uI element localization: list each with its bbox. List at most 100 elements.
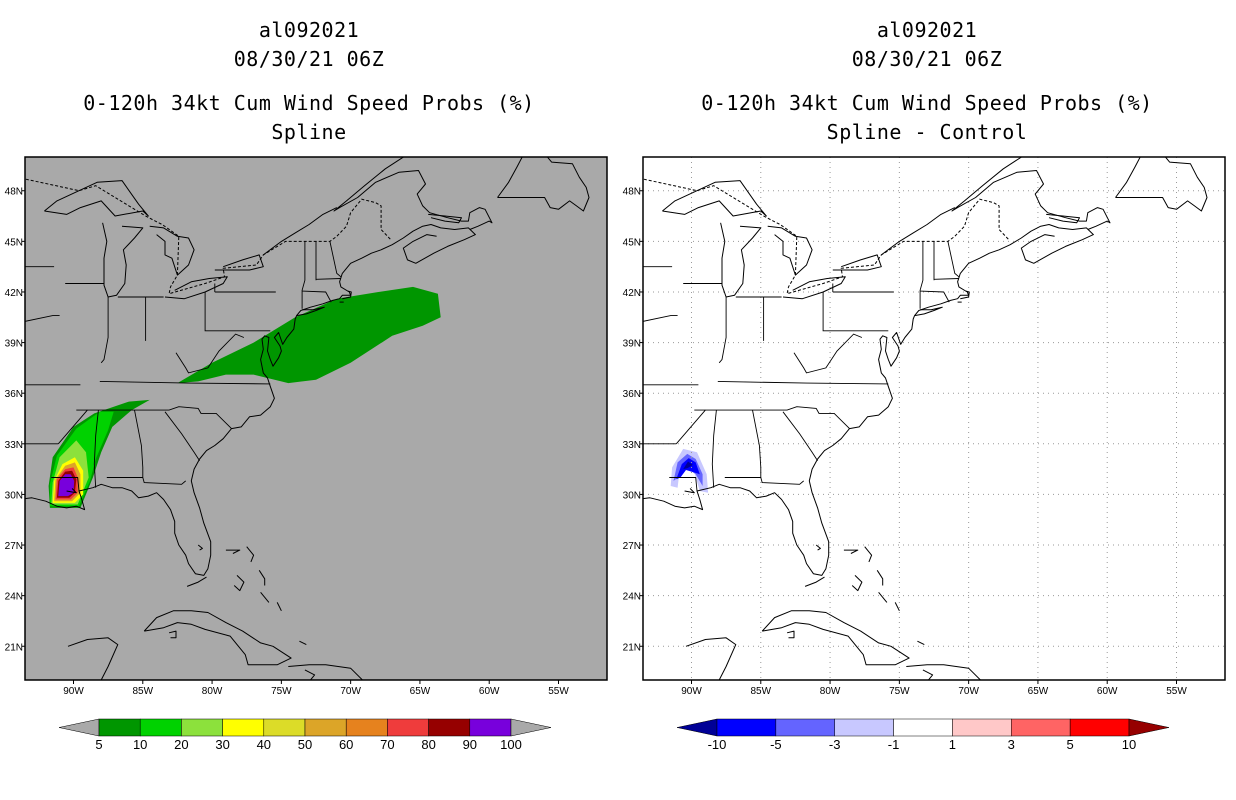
colorbar-swatch xyxy=(139,718,182,737)
coastline-longIslandNY xyxy=(296,306,325,317)
coastline-lakeMichigan xyxy=(102,222,144,298)
chart-subtitle: Spline - Control xyxy=(826,120,1028,144)
colorbar-swatch xyxy=(181,718,223,737)
colorbar-swatch xyxy=(834,718,894,737)
state-boundary xyxy=(301,241,306,309)
colorbar-swatch xyxy=(263,718,306,737)
coastline-gulfAtlanticCoast xyxy=(25,224,476,576)
coastline-grandBahama xyxy=(225,549,241,554)
coastline-yucatan xyxy=(67,637,119,680)
coastline-lakeErie xyxy=(164,276,228,300)
y-tick-label: 42N xyxy=(623,288,641,299)
colorbar-swatch xyxy=(345,718,388,737)
state-boundary xyxy=(711,410,717,488)
coastline-lakeErie xyxy=(782,276,846,300)
state-boundary xyxy=(629,385,639,493)
state-boundary xyxy=(134,410,144,478)
state-boundary xyxy=(770,406,850,429)
colorbar-label: 10 xyxy=(133,737,147,752)
x-tick-label: 65W xyxy=(410,686,431,697)
colorbar-label: 100 xyxy=(500,737,522,752)
coastline-longIsland xyxy=(894,602,900,612)
coastline-newfoundland xyxy=(1115,157,1208,212)
coastline-gulfAtlanticCoast xyxy=(643,224,1094,576)
coastline-cuba xyxy=(143,610,292,666)
y-tick-label: 36N xyxy=(5,389,23,400)
colorbar-label: 20 xyxy=(174,737,188,752)
storm-id: al092021 xyxy=(876,18,978,42)
state-boundary xyxy=(51,477,80,492)
colorbar-swatch xyxy=(98,718,141,737)
border-us-canada xyxy=(643,178,1010,295)
state-boundary xyxy=(793,333,863,374)
colorbar-swatch xyxy=(1069,718,1130,737)
colorbar-label: 50 xyxy=(298,737,312,752)
y-tick-label: 39N xyxy=(623,339,641,350)
coastline-yucatan xyxy=(685,637,737,680)
colorbar-label: -10 xyxy=(708,737,727,752)
colorbar-over-triangle xyxy=(510,718,552,737)
state-boundary xyxy=(152,406,232,429)
coastline-lakeMichigan xyxy=(720,222,762,298)
coastline-hispaniola xyxy=(906,664,982,680)
colorbar-swatch xyxy=(428,718,471,737)
colorbar-label: 60 xyxy=(339,737,353,752)
map-content xyxy=(11,157,590,680)
coastline-newfoundland xyxy=(497,157,590,212)
state-boundary xyxy=(669,477,698,492)
coastline-cuba xyxy=(761,610,910,666)
coastline-capeCod xyxy=(960,290,970,300)
colorbar-swatch xyxy=(304,718,347,737)
colorbar-swatch xyxy=(469,718,512,737)
y-tick-label: 30N xyxy=(623,490,641,501)
coastline-lakePontchartrain xyxy=(66,488,77,494)
coastline-peiIsland xyxy=(1046,213,1080,224)
coastline-andros xyxy=(851,575,863,592)
coastline-longIslandNY xyxy=(914,306,943,317)
state-boundary xyxy=(57,409,88,445)
x-tick-label: 60W xyxy=(479,686,500,697)
state-boundary xyxy=(675,409,706,445)
x-tick-label: 55W xyxy=(548,686,569,697)
colorbar-label: 80 xyxy=(421,737,435,752)
coastline-isleYouth xyxy=(168,630,177,639)
coastline-lakeHuron xyxy=(767,225,813,276)
state-boundary xyxy=(822,292,889,332)
coastline-longIsland xyxy=(276,602,282,612)
region-level-100 xyxy=(58,474,75,497)
y-tick-label: 24N xyxy=(5,592,23,603)
colorbar-label: 3 xyxy=(1008,737,1015,752)
colorbar-swatch xyxy=(893,718,953,737)
map-frame xyxy=(642,156,1226,681)
coastline-exuma xyxy=(260,591,270,603)
colorbar-label: 70 xyxy=(380,737,394,752)
x-tick-label: 90W xyxy=(63,686,84,697)
coastline-exuma xyxy=(878,591,888,603)
region-level-5 xyxy=(177,286,441,384)
left-panel: al092021 08/30/21 06Z 0-120h 34kt Cum Wi… xyxy=(5,18,608,752)
coastline-hispaniola xyxy=(288,664,364,680)
y-tick-label: 33N xyxy=(5,440,23,451)
state-boundary xyxy=(947,241,960,278)
coastline-lakeSuperior xyxy=(662,180,767,217)
region-level-neg5 xyxy=(676,458,700,480)
coastline-capeBretonGulf xyxy=(951,157,1111,230)
coastline-jamaica xyxy=(854,688,882,698)
y-tick-label: 36N xyxy=(623,389,641,400)
state-boundary xyxy=(315,278,341,280)
state-boundary xyxy=(718,297,727,364)
x-tick-label: 75W xyxy=(271,686,292,697)
border-us-canada xyxy=(25,178,392,295)
x-tick-label: 80W xyxy=(202,686,223,697)
state-boundary xyxy=(175,333,245,374)
map-frame xyxy=(24,156,608,681)
x-tick-label: 85W xyxy=(133,686,154,697)
y-tick-label: 30N xyxy=(5,490,23,501)
state-boundary xyxy=(11,385,21,493)
colorbar-label: 90 xyxy=(463,737,477,752)
state-boundary xyxy=(933,278,959,280)
x-tick-label: 80W xyxy=(820,686,841,697)
colorbar-swatch xyxy=(775,718,835,737)
coastline-capeBretonGulf xyxy=(333,157,493,230)
chart-title: 0-120h 34kt Cum Wind Speed Probs (%) xyxy=(701,91,1153,115)
